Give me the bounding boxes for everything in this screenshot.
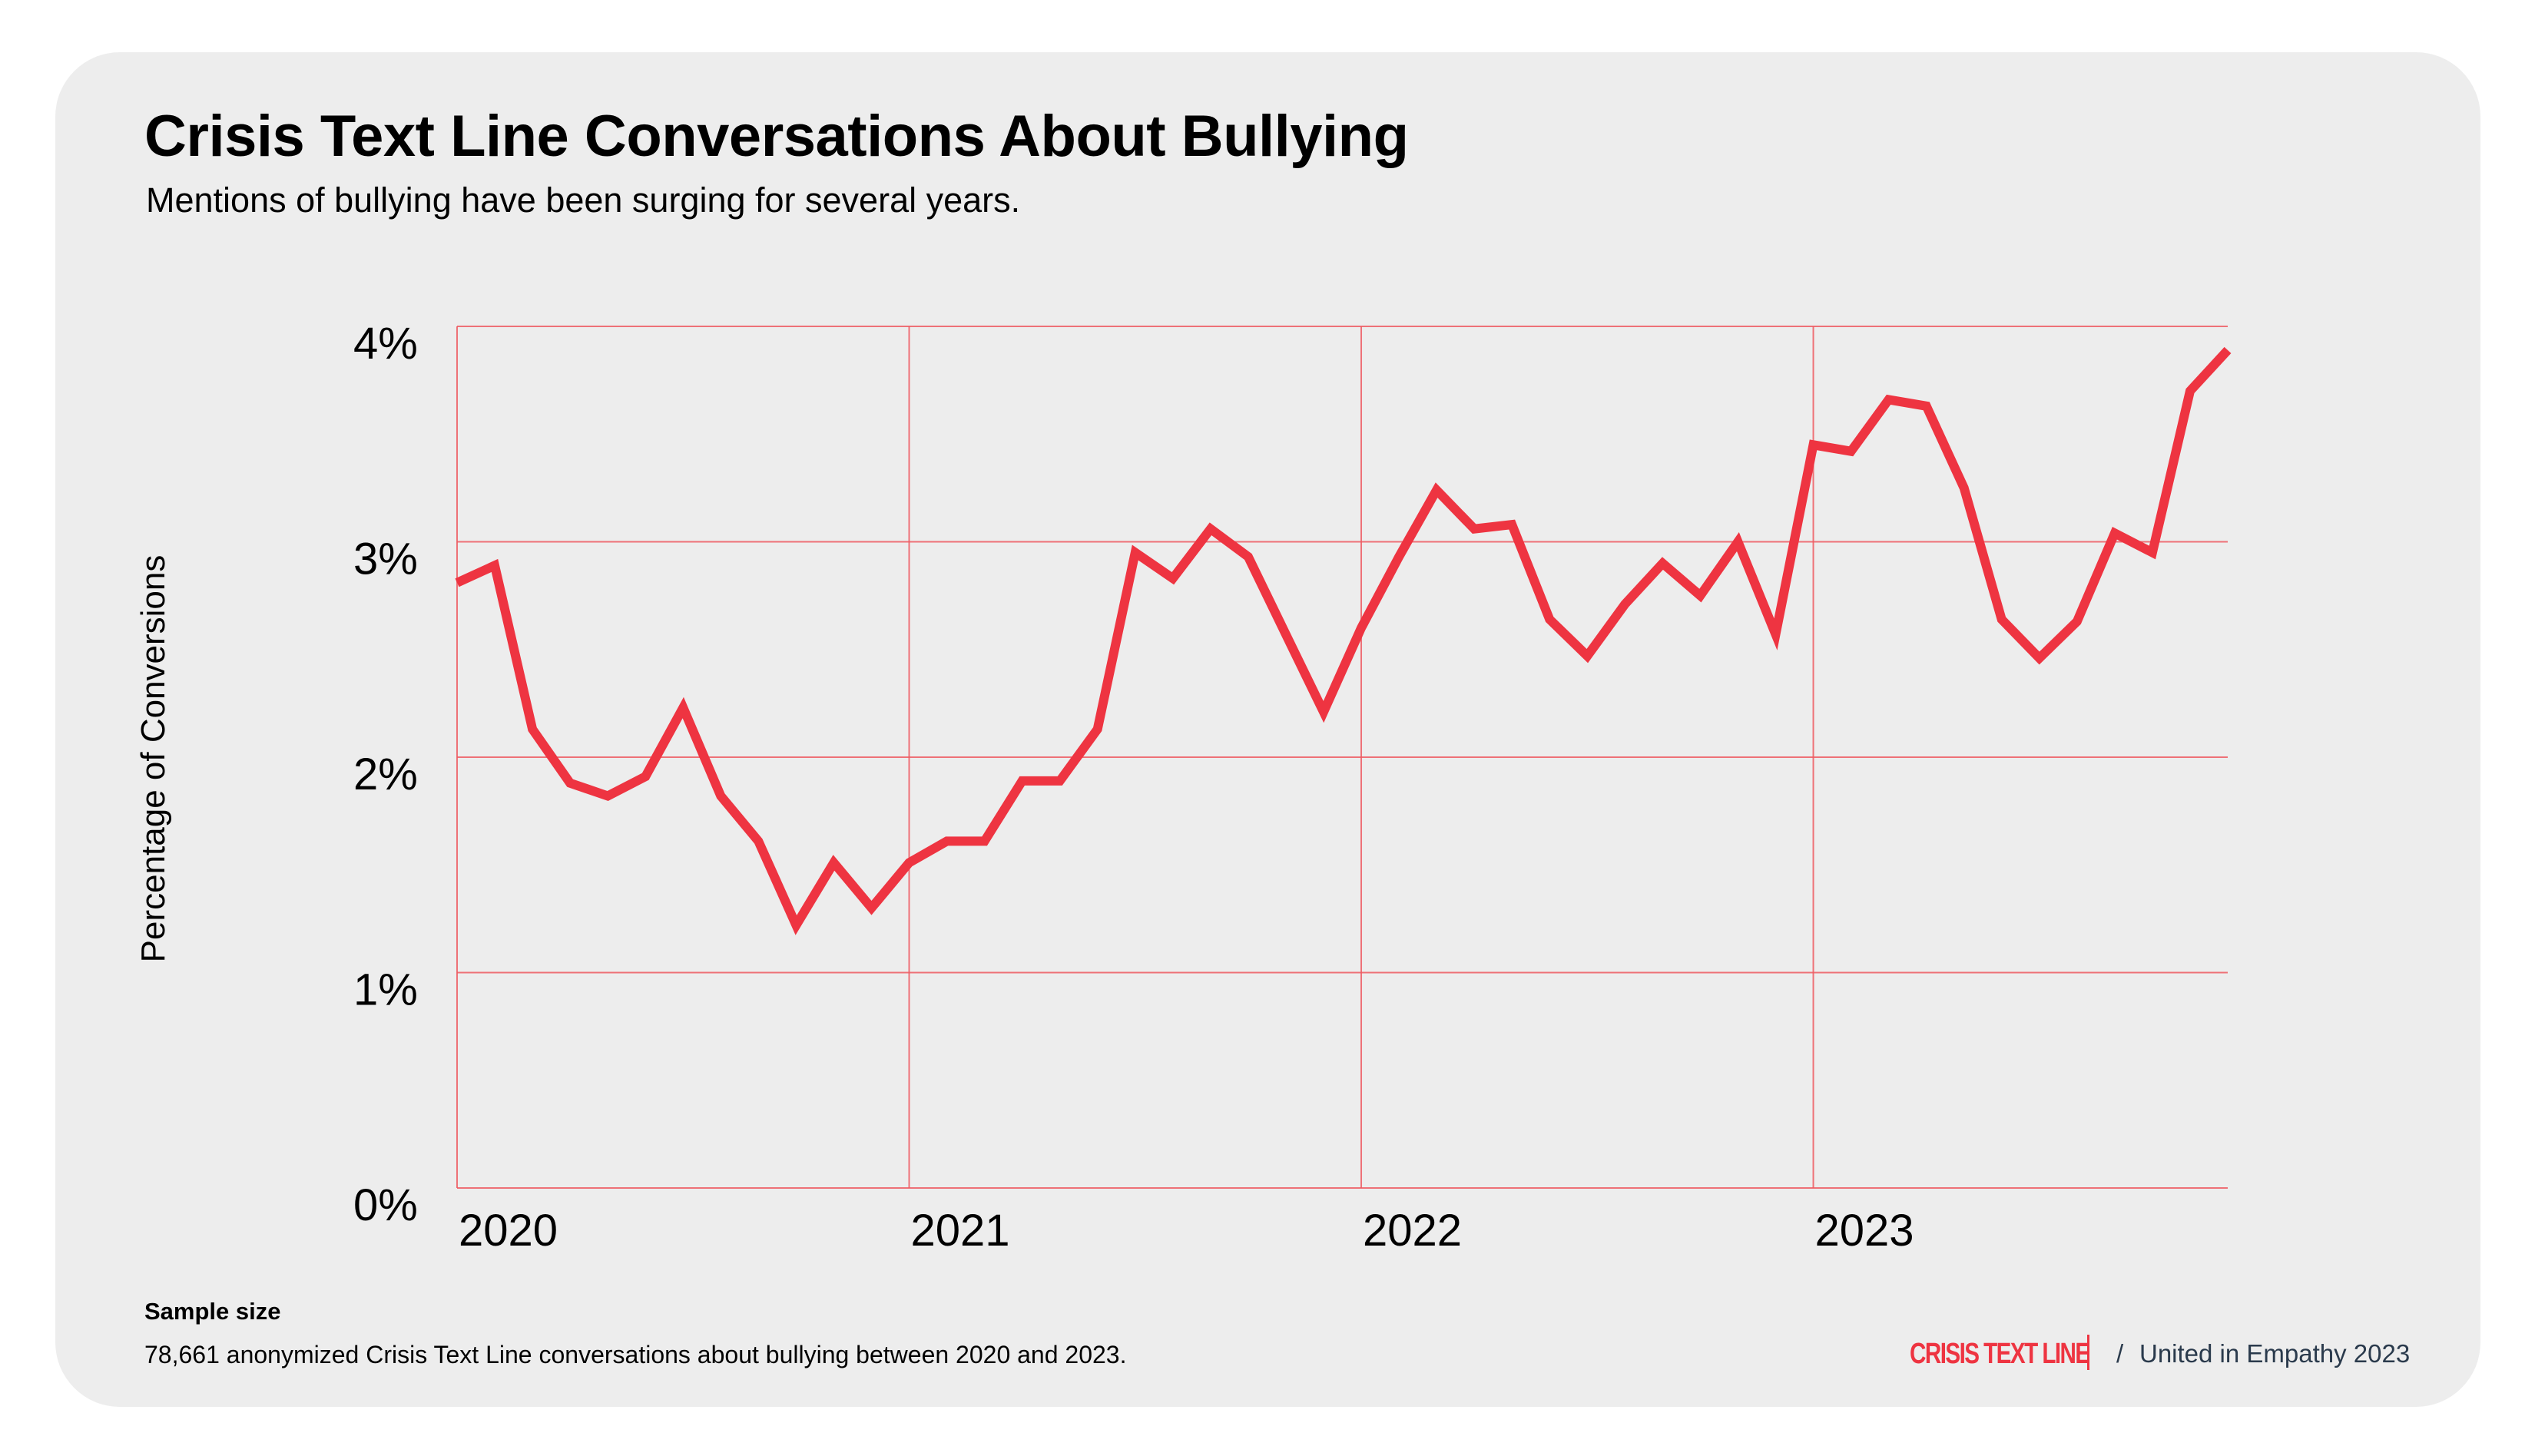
crisis-text-line-logo: CRISIS TEXT LINE bbox=[1910, 1338, 2090, 1370]
y-axis-label: Percentage of Conversions bbox=[134, 555, 172, 963]
y-tick-label: 2% bbox=[353, 750, 418, 799]
x-tick-label: 2021 bbox=[911, 1206, 1010, 1256]
series-line bbox=[455, 346, 2232, 935]
y-tick-label: 4% bbox=[353, 319, 418, 369]
chart-title: Crisis Text Line Conversations About Bul… bbox=[144, 104, 1409, 169]
x-axis-ticks: 2020 2021 2022 2023 bbox=[459, 1206, 1914, 1256]
y-tick-label: 3% bbox=[353, 534, 418, 584]
series-layer bbox=[455, 346, 2232, 935]
footer-separator: / bbox=[2116, 1339, 2124, 1368]
gridlines bbox=[456, 326, 2228, 1189]
sample-size-heading: Sample size bbox=[144, 1298, 281, 1325]
logo-divider bbox=[2087, 1335, 2089, 1370]
x-tick-label: 2020 bbox=[459, 1206, 558, 1256]
chart-card bbox=[55, 52, 2480, 1407]
sample-size-text: 78,661 anonymized Crisis Text Line conve… bbox=[144, 1341, 1127, 1368]
chart-subtitle: Mentions of bullying have been surging f… bbox=[146, 180, 1021, 220]
event-name: United in Empathy 2023 bbox=[2139, 1339, 2411, 1368]
x-tick-label: 2023 bbox=[1815, 1206, 1914, 1256]
y-axis-ticks: 0% 1% 2% 3% 4% bbox=[353, 319, 418, 1230]
x-tick-label: 2022 bbox=[1363, 1206, 1462, 1256]
y-tick-label: 0% bbox=[353, 1180, 418, 1230]
y-tick-label: 1% bbox=[353, 965, 418, 1015]
